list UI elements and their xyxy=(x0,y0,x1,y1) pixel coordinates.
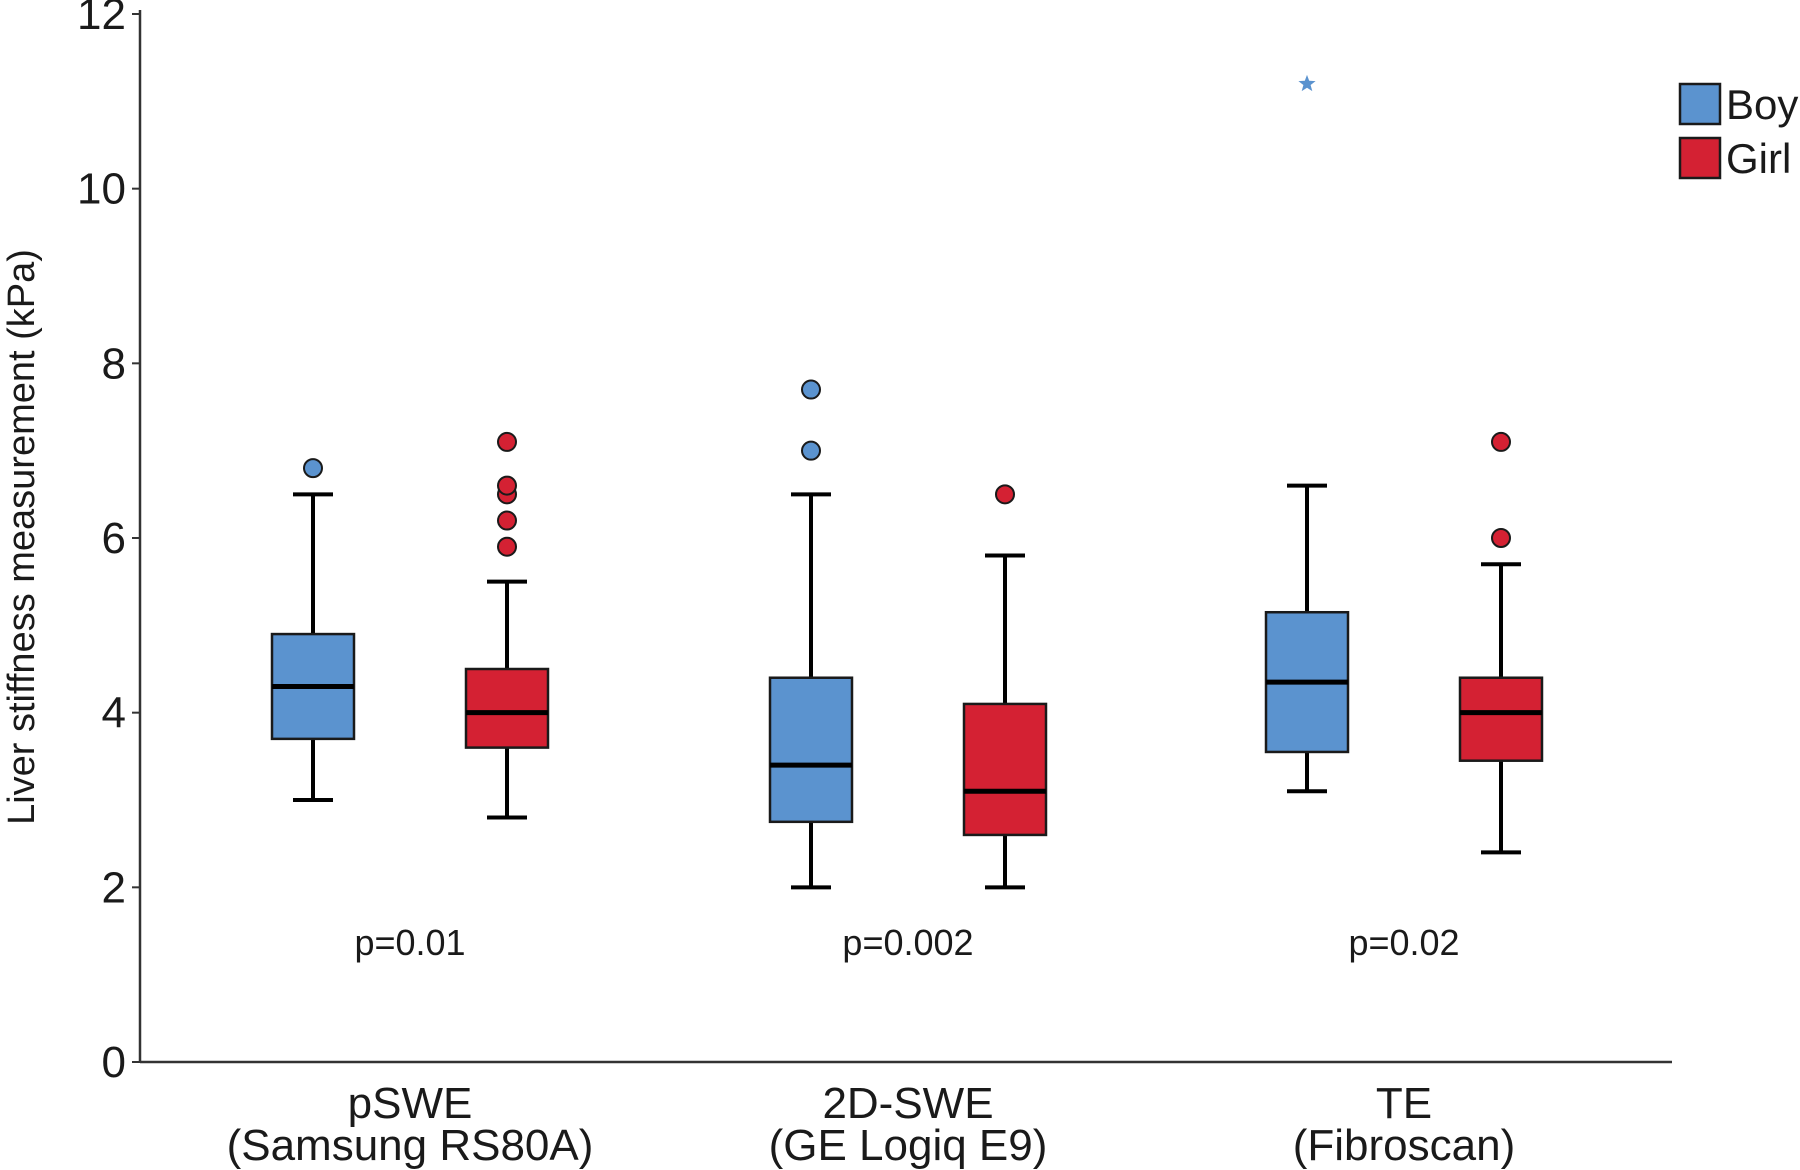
y-tick-label: 12 xyxy=(77,0,126,39)
outlier-point xyxy=(497,510,517,531)
outlier-point xyxy=(303,458,323,479)
outlier-point xyxy=(497,536,517,557)
y-tick-label: 6 xyxy=(102,514,126,563)
y-tick-label: 4 xyxy=(102,689,126,738)
p-value-label: p=0.02 xyxy=(1348,922,1459,963)
x-category-label: 2D-SWE xyxy=(822,1079,993,1128)
x-category-sublabel: (Samsung RS80A) xyxy=(227,1121,594,1170)
y-tick-label: 0 xyxy=(102,1038,126,1087)
outlier-point xyxy=(497,475,517,496)
outlier-point xyxy=(801,440,821,461)
box-iqr xyxy=(962,702,1048,837)
outlier-point xyxy=(1491,431,1511,452)
legend-swatch xyxy=(1678,136,1722,180)
outlier-point xyxy=(801,379,821,400)
legend-label: Girl xyxy=(1726,135,1791,182)
x-category-label: pSWE xyxy=(348,1079,473,1128)
box-iqr xyxy=(1458,676,1544,762)
legend: Boy Girl xyxy=(1678,81,1798,182)
x-category-label: TE xyxy=(1376,1079,1432,1128)
y-tick-label: 8 xyxy=(102,339,126,388)
plot-marks: p=0.01 p=0.002 p=0.02 xyxy=(270,74,1544,963)
y-tick-label: 10 xyxy=(77,165,126,214)
outlier-point xyxy=(497,431,517,452)
y-axis-title: Liver stiffness measurement (kPa) xyxy=(1,249,43,825)
box-iqr xyxy=(768,676,854,824)
p-value-label: p=0.01 xyxy=(354,922,465,963)
y-tick-label: 2 xyxy=(102,863,126,912)
outlier-point xyxy=(1491,528,1511,548)
outlier-point xyxy=(995,484,1015,505)
extreme-point-star xyxy=(1298,74,1316,92)
axes: 0 2 4 6 8 10 12 pSWE(Samsung RS80A) 2D-SWE(GE Lo… xyxy=(77,0,1672,1170)
legend-swatch xyxy=(1678,82,1722,126)
x-category-sublabel: (GE Logiq E9) xyxy=(769,1121,1048,1170)
p-value-label: p=0.002 xyxy=(842,922,973,963)
legend-label: Boy xyxy=(1726,81,1798,128)
box-iqr xyxy=(464,667,550,749)
x-category-sublabel: (Fibroscan) xyxy=(1293,1121,1516,1170)
